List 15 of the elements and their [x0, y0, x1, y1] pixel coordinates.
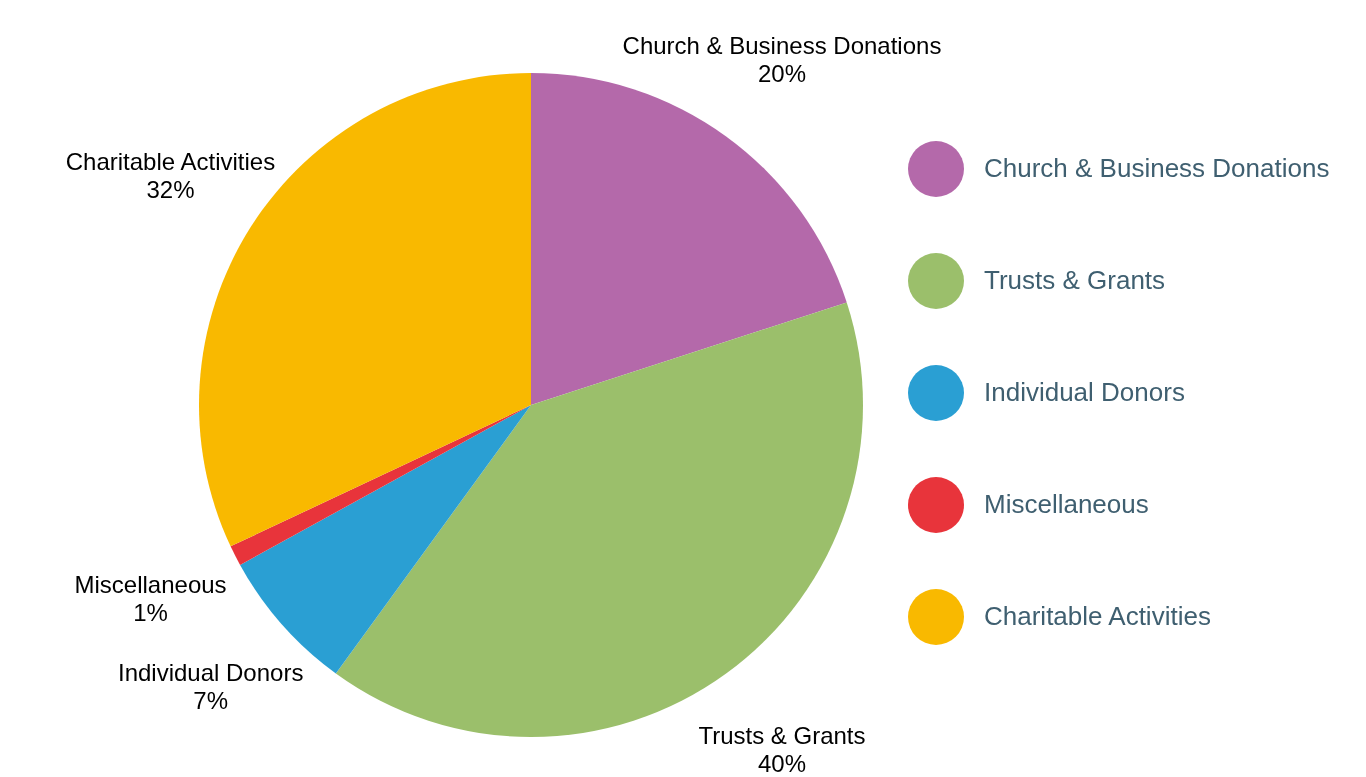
legend-label: Miscellaneous [984, 489, 1149, 520]
data-label: 32% [146, 176, 195, 204]
legend-label: Trusts & Grants [984, 265, 1166, 296]
slice-label: Charitable Activities [65, 148, 276, 176]
slice-label: Church & Business Donations [622, 31, 942, 59]
slice-label: Miscellaneous [74, 570, 227, 598]
slice-label: Individual Donors [117, 659, 304, 687]
data-label: 7% [193, 687, 229, 715]
slice-label: Trusts & Grants [698, 722, 866, 750]
data-label: 1% [133, 598, 168, 626]
data-label: 40% [757, 750, 807, 777]
data-label: 20% [757, 59, 807, 87]
legend-label: Church & Business Donations [984, 153, 1330, 184]
legend-label: Charitable Activities [984, 601, 1211, 632]
legend-label: Individual Donors [984, 377, 1185, 408]
